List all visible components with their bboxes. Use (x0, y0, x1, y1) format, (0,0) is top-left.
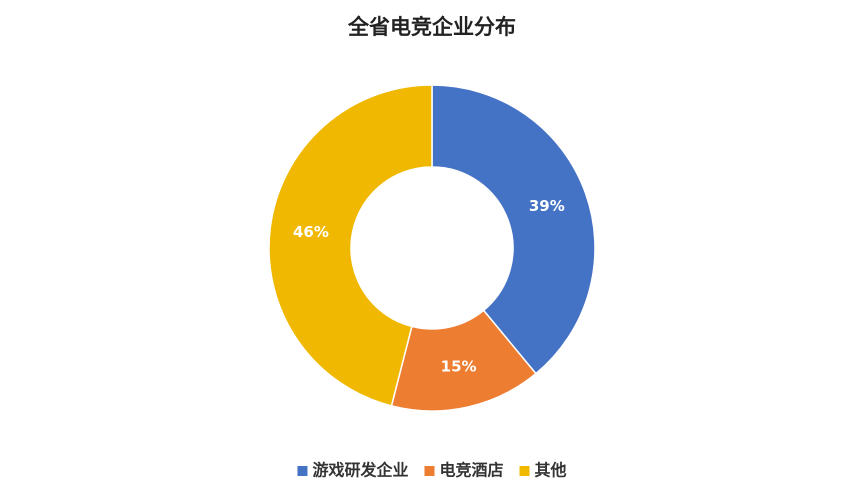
data-label: 15% (441, 358, 477, 376)
legend: 游戏研发企业 电竞酒店 其他 (297, 461, 567, 480)
data-label: 39% (529, 197, 565, 215)
data-label: 46% (293, 223, 329, 241)
legend-label: 电竞酒店 (439, 461, 503, 480)
donut-slice (268, 84, 433, 407)
legend-swatch (519, 466, 530, 476)
legend-label: 其他 (535, 461, 567, 480)
legend-label: 游戏研发企业 (312, 461, 408, 480)
donut-slice (431, 84, 596, 375)
chart-title: 全省电竞企业分布 (347, 15, 516, 39)
legend-swatch (424, 466, 435, 476)
legend-swatch (297, 466, 308, 476)
